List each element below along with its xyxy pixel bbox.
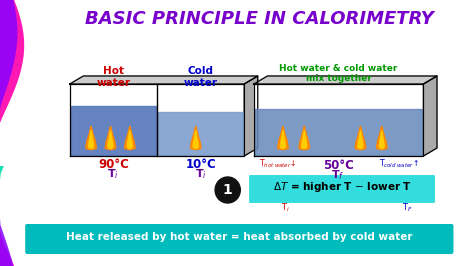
Text: Heat released by hot water = heat absorbed by cold water: Heat released by hot water = heat absorb… xyxy=(66,232,412,242)
Polygon shape xyxy=(71,106,156,155)
Polygon shape xyxy=(301,130,307,148)
Text: T$_f$: T$_f$ xyxy=(331,168,345,182)
PathPatch shape xyxy=(0,0,18,266)
Polygon shape xyxy=(376,126,387,150)
Text: Cold
water: Cold water xyxy=(183,66,218,88)
Text: T$_i$: T$_i$ xyxy=(108,167,119,181)
Text: T$_{cold\ water}$↑: T$_{cold\ water}$↑ xyxy=(379,158,419,171)
Polygon shape xyxy=(358,130,363,148)
Polygon shape xyxy=(193,130,199,148)
Polygon shape xyxy=(108,130,113,148)
Text: 1: 1 xyxy=(223,183,233,197)
Text: T$_i$: T$_i$ xyxy=(195,167,207,181)
Polygon shape xyxy=(86,126,96,150)
Polygon shape xyxy=(244,76,258,156)
Text: 90°C: 90°C xyxy=(98,158,129,171)
Polygon shape xyxy=(299,126,310,150)
Polygon shape xyxy=(423,76,437,156)
Text: 10°C: 10°C xyxy=(185,158,216,171)
Polygon shape xyxy=(255,109,422,155)
Text: BASIC PRINCIPLE IN CALORIMETRY: BASIC PRINCIPLE IN CALORIMETRY xyxy=(85,10,434,28)
FancyBboxPatch shape xyxy=(25,224,454,254)
Circle shape xyxy=(215,177,240,203)
Polygon shape xyxy=(280,130,286,148)
Polygon shape xyxy=(125,126,135,150)
Polygon shape xyxy=(355,126,366,150)
Polygon shape xyxy=(254,76,437,84)
Text: 50°C: 50°C xyxy=(323,159,354,172)
Polygon shape xyxy=(158,112,243,155)
Text: T$_i$: T$_i$ xyxy=(282,202,290,214)
PathPatch shape xyxy=(0,166,4,266)
Text: Hot
water: Hot water xyxy=(96,66,130,88)
Polygon shape xyxy=(191,126,201,150)
Polygon shape xyxy=(379,130,384,148)
FancyBboxPatch shape xyxy=(248,174,436,204)
Polygon shape xyxy=(278,126,288,150)
Polygon shape xyxy=(254,84,423,156)
Text: Hot water & cold water
mix together: Hot water & cold water mix together xyxy=(280,64,398,84)
Polygon shape xyxy=(89,130,94,148)
Text: $\Delta T$ = higher T $-$ lower T: $\Delta T$ = higher T $-$ lower T xyxy=(273,180,411,194)
Polygon shape xyxy=(70,76,258,84)
Text: T$_{hot\ water}$↓: T$_{hot\ water}$↓ xyxy=(259,158,296,171)
Text: T$_F$: T$_F$ xyxy=(401,202,412,214)
Polygon shape xyxy=(127,130,133,148)
Polygon shape xyxy=(105,126,116,150)
Polygon shape xyxy=(70,84,244,156)
PathPatch shape xyxy=(0,0,24,266)
